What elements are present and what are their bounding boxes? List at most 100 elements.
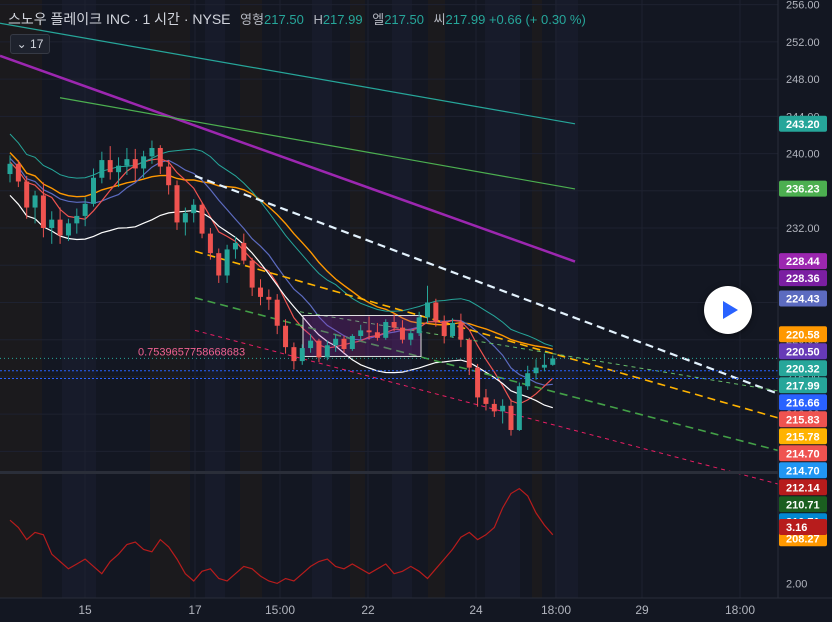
indicators-count: 17: [30, 37, 44, 51]
high-label: H: [313, 12, 323, 27]
price-label-badge: [779, 180, 827, 197]
time-tick-label: 18:00: [725, 603, 755, 617]
oscillator-tick-label: 2.00: [786, 578, 807, 590]
pane-separator: [0, 471, 832, 474]
session-band: [0, 0, 42, 598]
candle-body: [291, 347, 297, 362]
price-label-badge: [779, 253, 827, 270]
session-band: [62, 0, 96, 598]
ma-long-line: [0, 54, 576, 263]
session-band: [485, 0, 520, 598]
candle-body: [191, 204, 197, 214]
candle-body: [249, 260, 255, 288]
price-label-text: 220.32: [786, 363, 820, 375]
price-label-text: 214.70: [786, 448, 820, 460]
candle-body: [349, 335, 355, 350]
price-label-badge: [779, 411, 827, 428]
time-tick-label: 15: [78, 603, 92, 617]
candle-body: [91, 177, 96, 204]
candle-body: [458, 322, 464, 340]
open-value: 217.50: [264, 12, 304, 27]
time-tick-label: 15:00: [265, 603, 295, 617]
candle-body: [308, 340, 314, 349]
session-band: [555, 0, 578, 598]
candle-body: [500, 405, 506, 412]
price-label-text: 214.70: [786, 465, 820, 477]
candle-body: [516, 386, 522, 430]
oscillator-label-badge: [779, 519, 827, 536]
candle-body: [533, 367, 539, 374]
session-band: [532, 0, 542, 598]
candle-body: [466, 339, 472, 368]
price-label-text: 212.14: [786, 482, 821, 494]
price-label-badge: [779, 290, 827, 307]
price-label-badge: [779, 445, 827, 462]
candle-body: [149, 147, 155, 157]
candle-body: [374, 332, 380, 338]
ma-long-line: [59, 97, 576, 190]
low-label: 엘: [372, 12, 385, 27]
close-label: 씨: [433, 12, 446, 27]
candle-body: [341, 338, 347, 350]
price-label-text: 215.83: [786, 414, 820, 426]
candle-body: [416, 317, 422, 334]
indicators-toggle-button[interactable]: ⌄ 17: [10, 34, 50, 54]
bollinger-lower-line: [9, 194, 553, 409]
fib-annotation: 0.7539657758668683: [138, 347, 245, 359]
oscillator-line: [9, 487, 554, 585]
candle-body: [283, 325, 289, 348]
session-band: [312, 0, 332, 598]
candle-body: [40, 195, 46, 229]
candle-body: [525, 373, 531, 387]
candle-body: [216, 253, 222, 276]
session-band: [428, 0, 445, 598]
session-band: [205, 0, 225, 598]
price-label-text: 236.23: [786, 184, 820, 196]
candle-body: [324, 345, 330, 358]
price-label-text: 215.78: [786, 431, 820, 443]
candle-body: [99, 160, 105, 178]
price-tick-label: 232.00: [786, 223, 820, 235]
ma-long-line: [0, 22, 576, 125]
candle-body: [15, 163, 21, 182]
candle-body: [550, 358, 556, 365]
session-band: [392, 0, 412, 598]
price-tick-label: 252.00: [786, 37, 820, 49]
price-label-text: 217.99: [786, 380, 820, 392]
candle-body: [65, 223, 71, 236]
price-label-text: 243.20: [786, 119, 820, 131]
candle-body: [57, 219, 63, 236]
candle-body: [441, 321, 447, 336]
candle-body: [258, 287, 263, 297]
time-tick-label: 17: [188, 603, 202, 617]
candle-body: [24, 181, 30, 208]
candle-body: [241, 242, 247, 261]
chart-header: 스노우 플레이크 INC · 1 시간 · NYSE 영형217.50 H217…: [8, 9, 586, 29]
price-label-badge: [779, 496, 827, 513]
candle-body: [174, 185, 180, 223]
price-label-text: 210.71: [786, 499, 820, 511]
open-label: 영형: [240, 12, 265, 27]
price-label-badge: [779, 377, 827, 394]
candle-body: [157, 147, 163, 167]
candle-body: [475, 367, 481, 398]
candle-body: [232, 242, 238, 250]
candle-body: [450, 322, 456, 336]
trend-line: [194, 250, 779, 419]
price-label-text: 228.44: [786, 256, 821, 268]
candle-body: [399, 327, 405, 340]
candle-body: [74, 215, 80, 224]
session-band: [150, 0, 190, 598]
ma-line: [9, 158, 554, 405]
play-icon[interactable]: [704, 286, 752, 334]
session-band: [240, 0, 262, 598]
price-label-text: 220.58: [786, 329, 820, 341]
low-value: 217.50: [384, 12, 424, 27]
candle-body: [224, 249, 230, 276]
candle-body: [141, 156, 147, 169]
candle-body: [116, 165, 122, 173]
price-label-badge: [779, 326, 827, 343]
candle-body: [425, 302, 430, 318]
candle-body: [207, 233, 213, 254]
